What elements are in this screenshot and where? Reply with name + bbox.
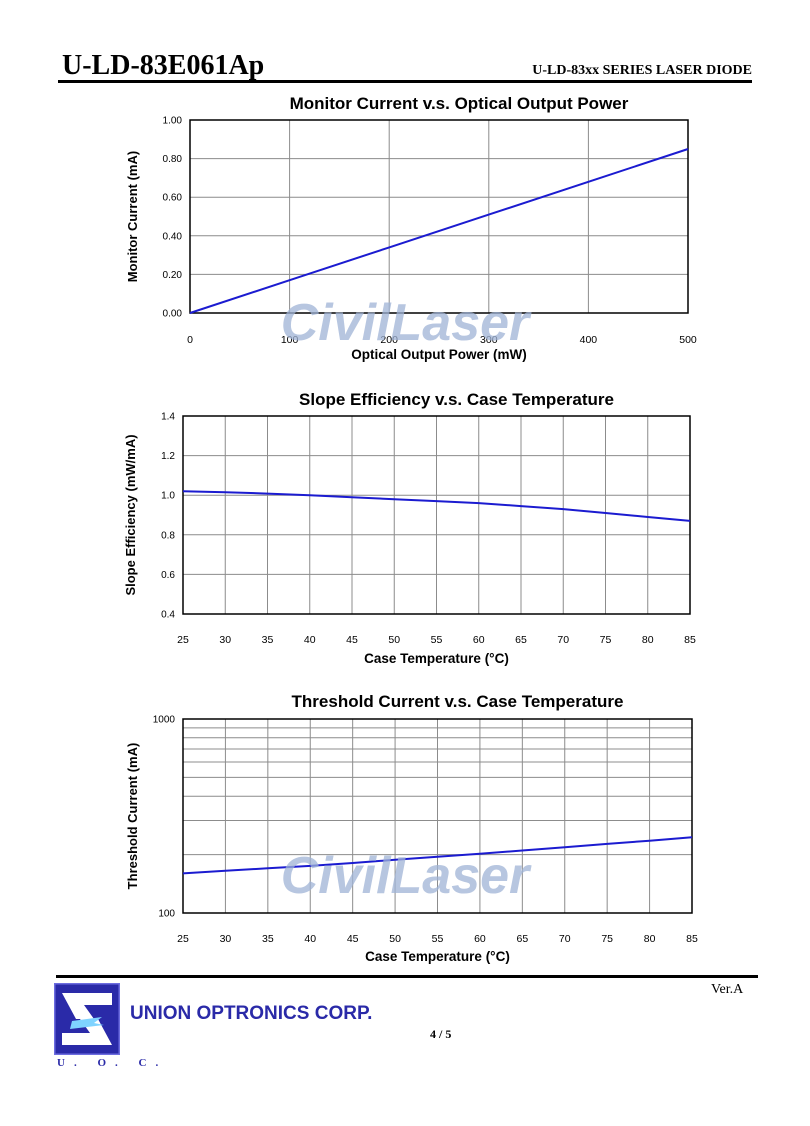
- chart-title: Monitor Current v.s. Optical Output Powe…: [290, 94, 629, 113]
- header-rule: [58, 80, 752, 83]
- y-tick-label: 0.00: [163, 309, 183, 320]
- x-tick-label: 70: [557, 634, 569, 646]
- x-tick-label: 45: [347, 933, 359, 945]
- x-tick-label: 80: [644, 933, 656, 945]
- series-title: U-LD-83xx SERIES LASER DIODE: [532, 63, 752, 78]
- x-tick-label: 100: [281, 334, 299, 346]
- footer-rule: [56, 975, 758, 978]
- charts-canvas: 0 100 200 300 400 5000.000.200.400.600.801.00…: [123, 94, 698, 964]
- plot-frame: [189, 119, 689, 314]
- y-tick-label: 1000: [153, 715, 176, 726]
- x-tick-label: 45: [346, 634, 358, 646]
- x-tick-label: 400: [580, 334, 598, 346]
- y-tick-label: 0.6: [161, 570, 175, 581]
- x-tick-label: 0: [187, 334, 193, 346]
- x-tick-label: 85: [686, 933, 698, 945]
- chart-title: Slope Efficiency v.s. Case Temperature: [299, 390, 614, 409]
- logo-letters: U. O. C.: [57, 1057, 168, 1069]
- x-tick-label: 70: [559, 933, 571, 945]
- y-tick-label: 100: [158, 909, 175, 920]
- x-tick-label: 500: [679, 334, 697, 346]
- series-line: [189, 148, 689, 314]
- y-tick-label: 1.00: [163, 116, 183, 127]
- x-tick-label: 75: [601, 933, 613, 945]
- x-axis-label: Case Temperature (°C): [364, 651, 509, 666]
- y-tick-label: 0.40: [163, 231, 183, 242]
- y-axis-label: Slope Efficiency (mW/mA): [123, 434, 138, 595]
- y-tick-label: 0.20: [163, 270, 183, 281]
- x-tick-label: 35: [262, 634, 274, 646]
- x-tick-label: 30: [220, 933, 232, 945]
- y-tick-label: 1.4: [161, 412, 175, 423]
- x-tick-label: 55: [432, 933, 444, 945]
- version-label: Ver.A: [711, 982, 744, 997]
- x-tick-label: 50: [388, 634, 400, 646]
- series-line: [182, 490, 691, 522]
- y-tick-label: 0.80: [163, 154, 183, 165]
- x-tick-label: 60: [473, 634, 485, 646]
- x-tick-label: 25: [177, 933, 189, 945]
- y-axis-label: Monitor Current (mA): [125, 151, 140, 282]
- y-axis-label: Threshold Current (mA): [125, 743, 140, 890]
- x-tick-label: 35: [262, 933, 274, 945]
- y-tick-label: 0.8: [161, 530, 175, 541]
- x-tick-label: 60: [474, 933, 486, 945]
- x-tick-label: 65: [515, 634, 527, 646]
- y-tick-label: 0.60: [163, 193, 183, 204]
- x-tick-label: 55: [431, 634, 443, 646]
- x-tick-label: 25: [177, 634, 189, 646]
- y-tick-label: 1.2: [161, 451, 175, 462]
- x-tick-label: 300: [480, 334, 498, 346]
- x-axis-label: Optical Output Power (mW): [351, 347, 527, 362]
- x-tick-label: 85: [684, 634, 696, 646]
- x-tick-label: 40: [304, 933, 316, 945]
- watermark-text: CivilLaser: [281, 847, 532, 905]
- x-tick-label: 65: [516, 933, 528, 945]
- x-tick-label: 40: [304, 634, 316, 646]
- y-tick-label: 1.0: [161, 491, 175, 502]
- plot-frame: [182, 415, 691, 615]
- x-tick-label: 50: [389, 933, 401, 945]
- x-axis-label: Case Temperature (°C): [365, 949, 510, 964]
- document-title: U-LD-83E061Ap: [62, 50, 265, 81]
- company-name: UNION OPTRONICS CORP.: [130, 1003, 373, 1024]
- chart-title: Threshold Current v.s. Case Temperature: [292, 692, 624, 711]
- x-tick-label: 80: [642, 634, 654, 646]
- watermark-text: CivilLaser: [281, 294, 532, 352]
- series-line: [182, 836, 693, 875]
- x-tick-label: 30: [219, 634, 231, 646]
- uoc-logo-icon: [54, 983, 120, 1055]
- x-tick-label: 200: [380, 334, 398, 346]
- x-tick-label: 75: [600, 634, 612, 646]
- plot-frame: [182, 718, 693, 914]
- page-number: 4 / 5: [430, 1027, 452, 1041]
- y-tick-label: 0.4: [161, 610, 175, 621]
